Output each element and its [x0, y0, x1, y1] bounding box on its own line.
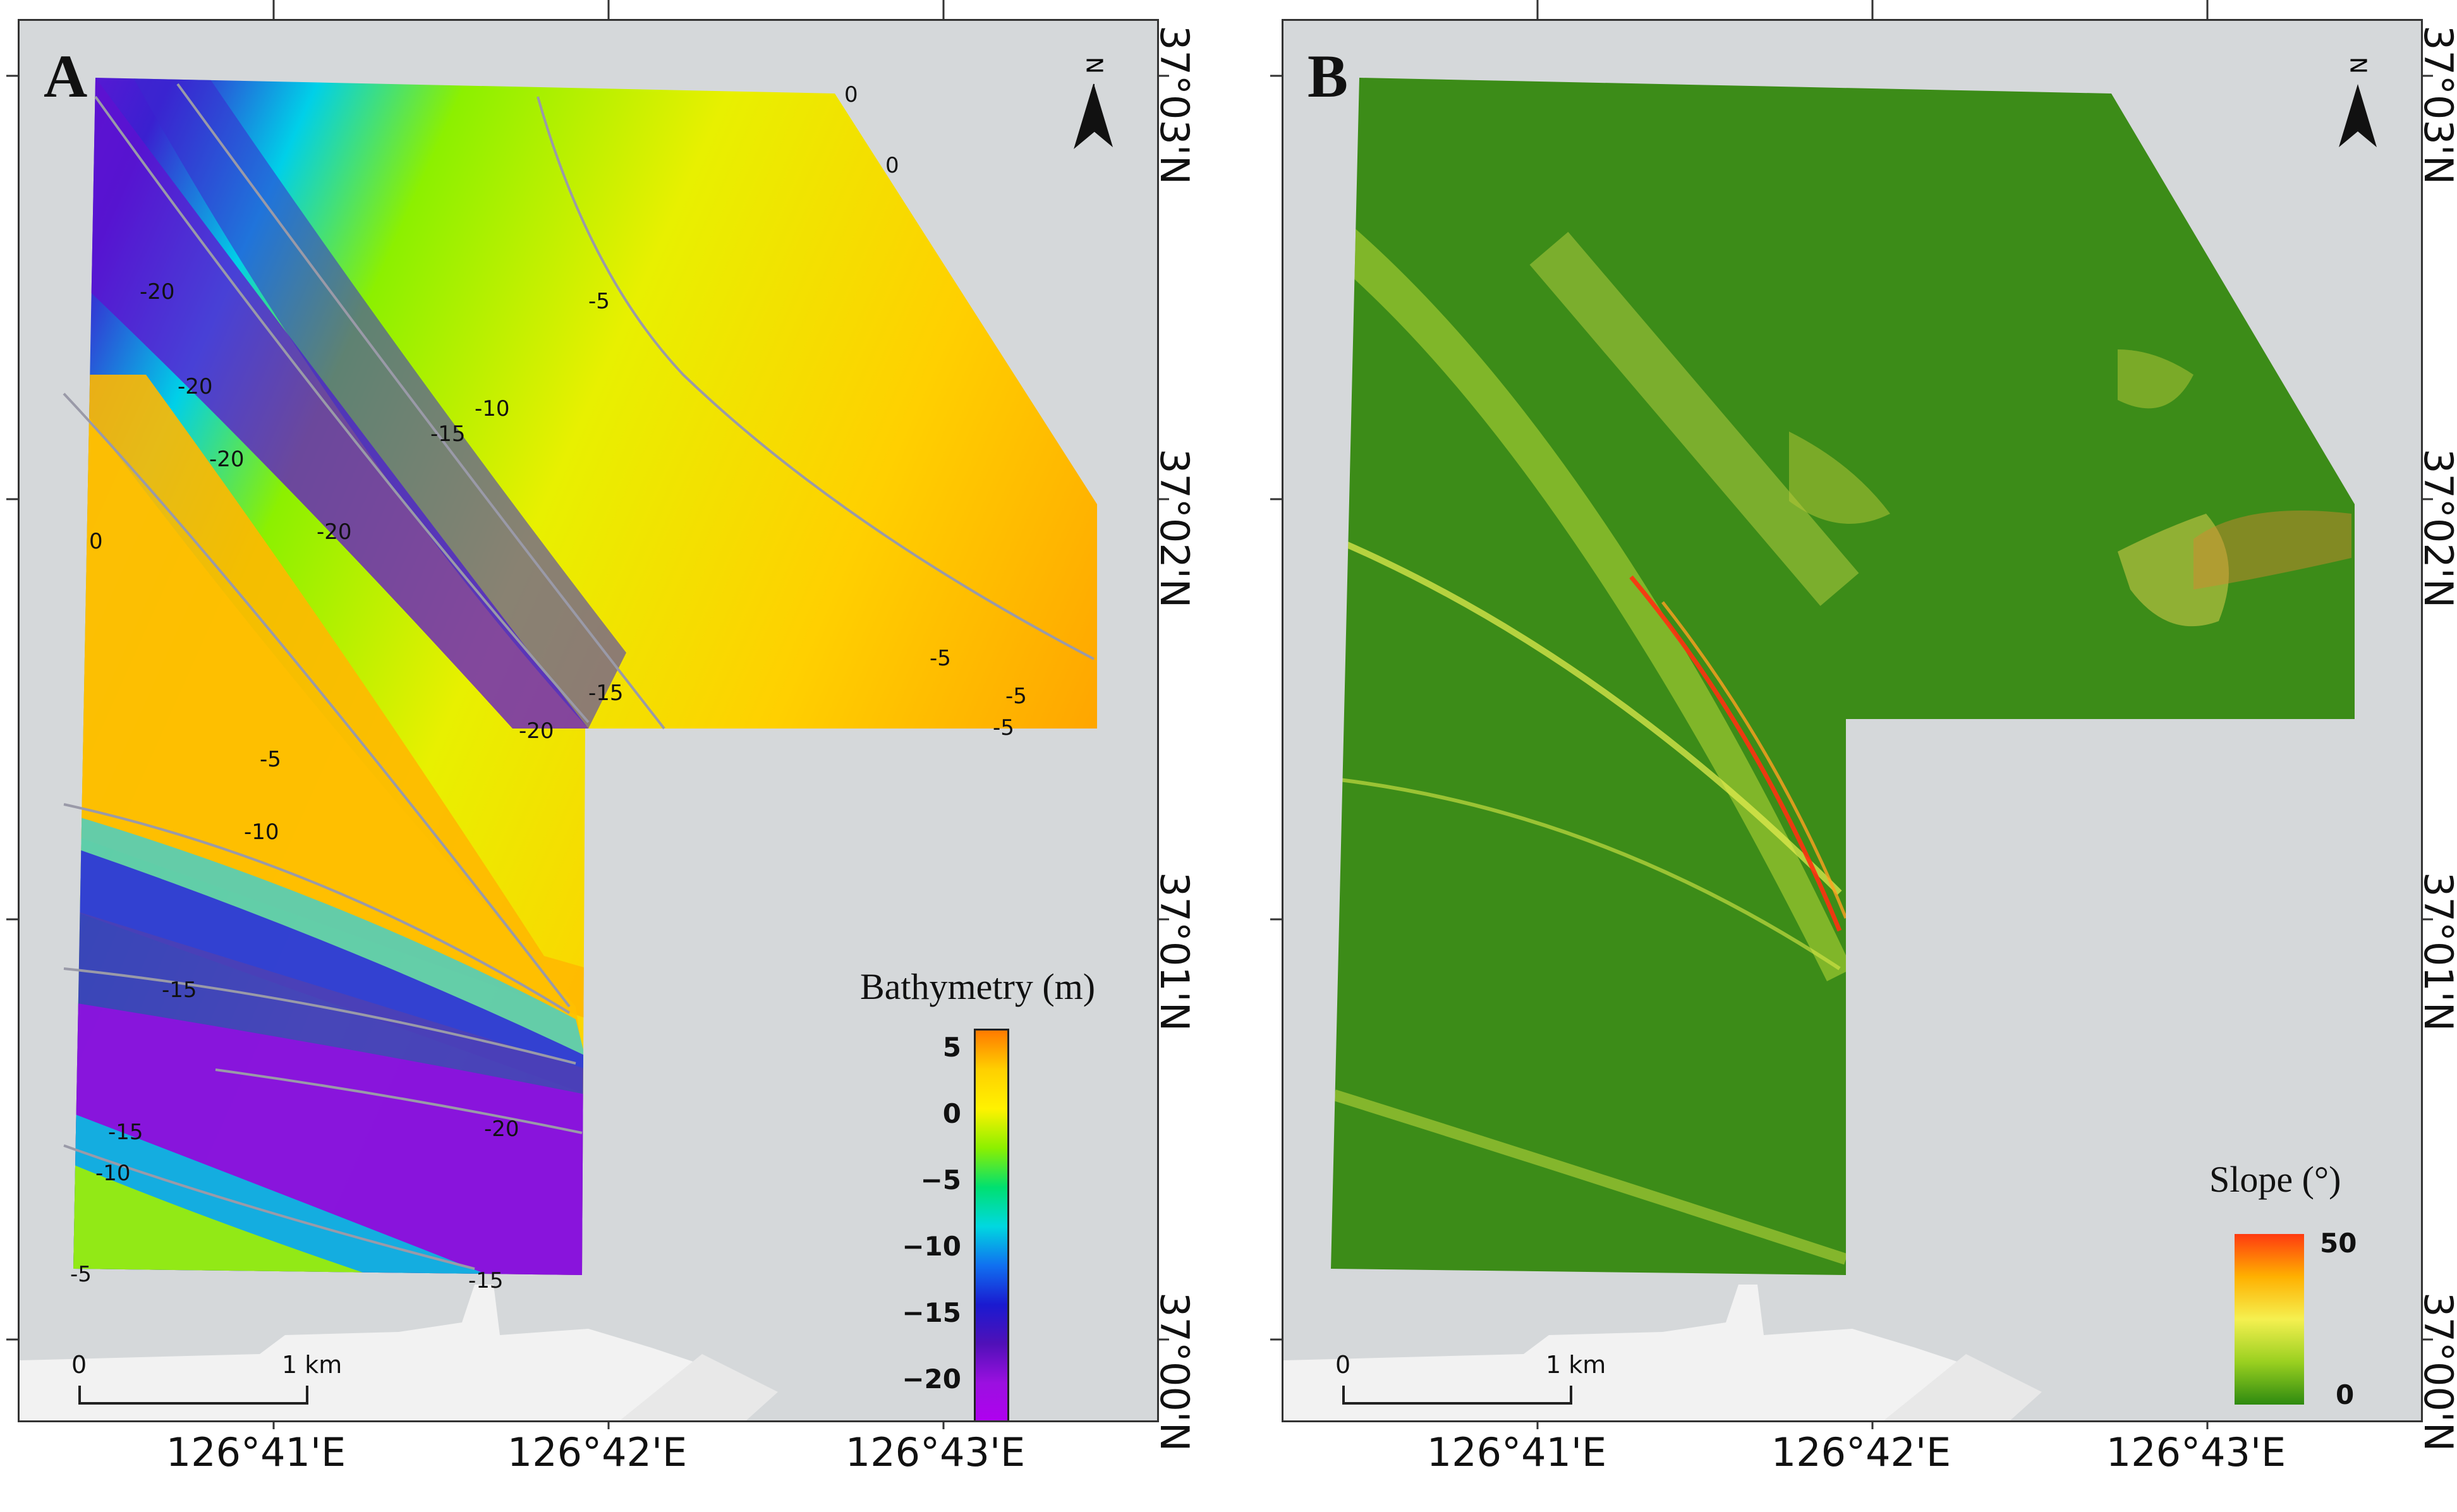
- contour-label: -20: [209, 447, 245, 472]
- contour-label: 0: [89, 529, 103, 554]
- land-area: [620, 1354, 778, 1420]
- legend-tick: 5: [942, 1032, 961, 1063]
- longitude-tick-label: 126°43'E: [845, 1429, 1026, 1475]
- contour-label: -10: [244, 820, 279, 845]
- legend-title: Slope (°): [2209, 1159, 2341, 1200]
- contour-label: -15: [468, 1268, 504, 1293]
- contour-label: -20: [519, 718, 554, 744]
- legend-tick: −5: [920, 1164, 961, 1195]
- bathymetry-map-panel: 0 0 -5 -10 -15 -20 -20 -20 -20 0 -15 -20…: [18, 19, 1159, 1422]
- land-area: [1884, 1354, 2042, 1420]
- contour-label: -5: [70, 1262, 92, 1287]
- scale-bar-end-label: 1 km: [1546, 1351, 1606, 1379]
- contour-lines: [63, 83, 1095, 1270]
- contour-label: -15: [162, 977, 197, 1003]
- longitude-tick-label: 126°41'E: [1426, 1429, 1607, 1475]
- scale-bar: [1342, 1386, 1572, 1405]
- contour-label: -15: [430, 421, 466, 447]
- legend-tick: −20: [902, 1364, 961, 1394]
- contour-label: -5: [930, 646, 951, 671]
- longitude-tick-label: 126°43'E: [2106, 1429, 2286, 1475]
- scale-bar-end-label: 1 km: [282, 1351, 343, 1379]
- land-area: [20, 1285, 715, 1420]
- north-arrow: N: [1069, 52, 1119, 154]
- contour-label: -15: [108, 1120, 143, 1145]
- colorbar: [974, 1029, 1009, 1420]
- scale-bar: [78, 1386, 308, 1405]
- north-arrow-icon: [2339, 84, 2377, 147]
- contour-label: -20: [484, 1116, 519, 1142]
- contour-label: -20: [317, 519, 352, 545]
- contour-label: -20: [140, 279, 175, 305]
- bathymetry-map: 0 0 -5 -10 -15 -20 -20 -20 -20 0 -15 -20…: [20, 78, 1097, 1420]
- contour-label: -5: [993, 715, 1014, 741]
- contour-label: 0: [885, 153, 899, 178]
- longitude-tick-label: 126°41'E: [166, 1429, 346, 1475]
- legend-tick: 0: [2336, 1379, 2355, 1410]
- north-arrow-icon: [1074, 83, 1113, 149]
- contour-label: 0: [844, 82, 858, 107]
- land-area: [1283, 1285, 1979, 1420]
- scale-bar-start-label: 0: [1335, 1351, 1351, 1379]
- legend-title: Bathymetry (m): [860, 966, 1096, 1007]
- legend-tick: 0: [942, 1098, 961, 1129]
- panel-label-a: A: [44, 42, 88, 110]
- north-arrow: N: [2333, 52, 2383, 154]
- contour-label: -5: [1005, 684, 1027, 709]
- contour-label: -10: [475, 396, 510, 421]
- contour-label: -5: [260, 747, 281, 772]
- contour-label: -20: [178, 374, 213, 399]
- contour-label: -10: [95, 1161, 131, 1186]
- longitude-tick-label: 126°42'E: [1771, 1429, 1951, 1475]
- panel-label-b: B: [1307, 42, 1349, 110]
- scale-bar-start-label: 0: [71, 1351, 87, 1379]
- slope-map: [1283, 78, 2355, 1420]
- legend-tick: −10: [902, 1231, 961, 1262]
- contour-label: -5: [588, 289, 610, 314]
- legend-tick: 50: [2320, 1228, 2357, 1259]
- colorbar: [2235, 1234, 2304, 1405]
- slope-map-panel: B N 0 1 km Slope (°) 50 0: [1282, 19, 2423, 1422]
- longitude-tick-label: 126°42'E: [507, 1429, 688, 1475]
- legend-tick: −15: [902, 1297, 961, 1328]
- contour-label: -15: [588, 680, 624, 706]
